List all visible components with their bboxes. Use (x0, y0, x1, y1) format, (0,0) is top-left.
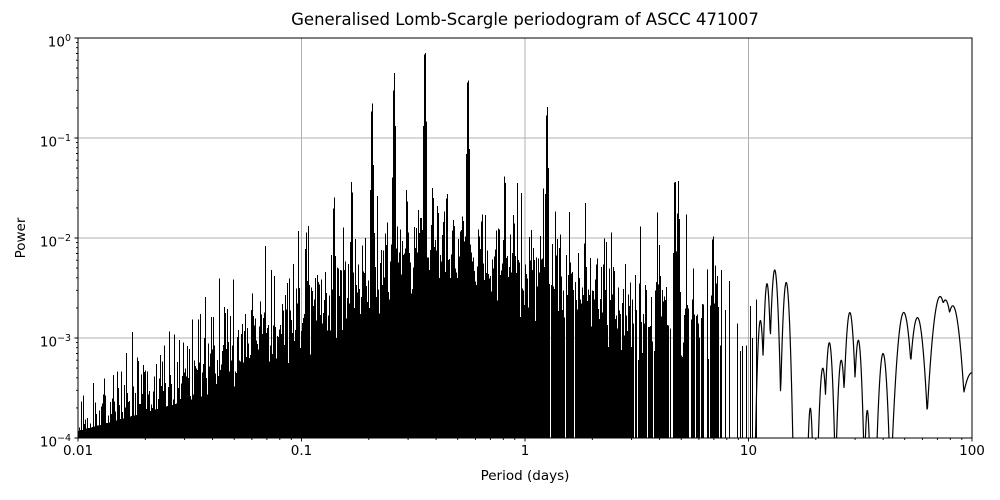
y-tick-label: 10−1 (39, 132, 71, 151)
axes-spines (77, 37, 973, 439)
x-axis-label: Period (days) (480, 468, 570, 484)
x-tick-label: 100 (959, 443, 985, 459)
y-tick-label: 10−2 (39, 232, 71, 251)
chart-title: Generalised Lomb-Scargle periodogram of … (291, 10, 759, 29)
tick-marks (74, 37, 973, 442)
y-tick-label: 100 (47, 32, 71, 51)
x-tick-label: 0.1 (290, 443, 313, 459)
y-tick-label: 10−3 (39, 332, 71, 351)
x-tick-label: 0.01 (62, 443, 94, 459)
y-tick-label: 10−4 (39, 432, 71, 451)
x-tick-label: 10 (739, 443, 758, 459)
x-tick-label: 1 (520, 443, 530, 459)
periodogram-smooth-curve (754, 269, 972, 438)
periodogram-dense-columns (78, 53, 757, 438)
